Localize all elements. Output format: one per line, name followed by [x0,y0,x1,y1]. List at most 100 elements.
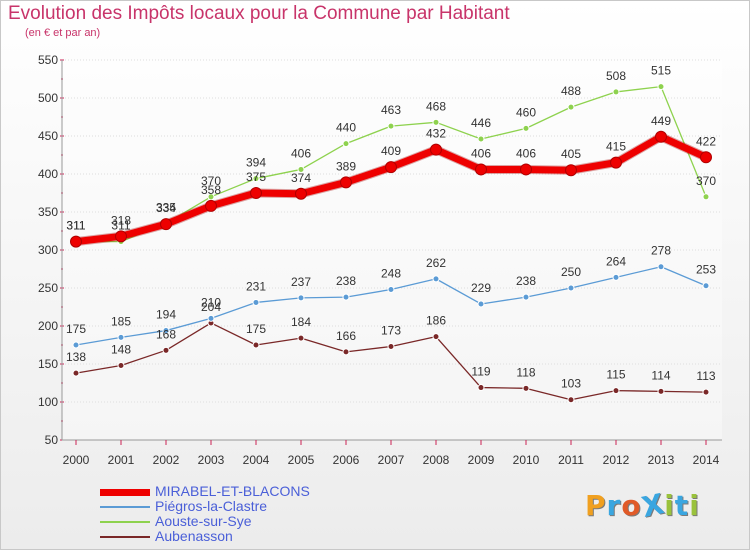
data-label: 508 [606,69,626,83]
data-label: 184 [291,315,311,329]
data-point [252,341,260,349]
data-point [522,293,530,301]
data-point [385,161,397,174]
brand-letter: X [638,487,668,524]
data-point [522,384,530,392]
data-point [612,273,620,281]
data-point [657,387,665,395]
data-label: 210 [201,295,221,309]
data-point [477,135,485,143]
data-point [700,151,712,164]
data-point [252,298,260,306]
data-label: 318 [111,213,131,227]
data-label: 231 [246,279,266,293]
data-point [567,284,575,292]
legend-label: MIRABEL-ET-BLACONS [155,483,310,499]
x-tick-label: 2006 [333,453,360,467]
data-label: 194 [156,308,176,322]
data-point [432,333,440,341]
data-label: 185 [111,314,131,328]
data-point [297,294,305,302]
data-label: 113 [696,369,715,383]
data-point [657,83,665,91]
data-point [567,103,575,111]
data-label: 119 [471,365,490,379]
data-label: 394 [246,156,266,170]
data-label: 422 [696,134,716,148]
data-label: 175 [246,322,266,336]
data-point [207,193,215,201]
data-point [115,230,127,243]
data-point [432,118,440,126]
chart-title: Evolution des Impôts locaux pour la Comm… [8,3,510,24]
brand-letter: o [621,489,642,522]
data-label: 262 [426,256,446,270]
data-label: 515 [651,64,671,78]
data-label: 115 [606,368,625,382]
x-tick-label: 2002 [153,453,180,467]
data-point [252,175,260,183]
x-tick-label: 2012 [603,453,630,467]
data-point [207,314,215,322]
data-label: 138 [66,350,86,364]
x-tick-label: 2014 [693,453,720,467]
legend-swatch [100,506,150,508]
brand-letter: P [585,489,607,522]
data-point [117,333,125,341]
x-tick-label: 2011 [558,453,584,467]
data-point [160,218,172,231]
data-point [612,387,620,395]
brand-logo: ProXiti [585,487,700,524]
data-point [162,346,170,354]
data-label: 311 [66,219,85,233]
x-tick-label: 2007 [378,453,405,467]
x-tick-label: 2000 [63,453,90,467]
data-point [205,199,217,212]
data-point [567,396,575,404]
data-label: 250 [561,265,581,279]
y-tick-label: 250 [38,281,58,295]
legend-swatch [100,488,150,496]
data-point [342,348,350,356]
x-tick-label: 2009 [468,453,495,467]
data-label: 449 [651,114,671,128]
data-point [432,275,440,283]
data-label: 334 [156,201,176,215]
data-point [430,143,442,156]
x-tick-label: 2005 [288,453,315,467]
data-label: 118 [516,365,535,379]
y-tick-label: 450 [38,129,58,143]
data-point [295,187,307,200]
data-label: 311 [111,219,130,233]
data-label: 335 [156,200,176,214]
data-label: 238 [516,274,536,288]
y-tick-label: 550 [38,53,58,67]
data-label: 370 [696,174,716,188]
data-label: 468 [426,99,446,113]
data-label: 173 [381,324,401,338]
data-label: 103 [561,377,581,391]
data-label: 375 [246,170,266,184]
data-label: 389 [336,159,356,173]
data-point [72,341,80,349]
data-point [70,235,82,248]
data-label: 370 [201,174,221,188]
data-point [297,334,305,342]
data-point [340,176,352,189]
data-point [702,193,710,201]
data-label: 311 [66,219,85,233]
data-label: 237 [291,275,311,289]
data-point [655,130,667,143]
data-label: 186 [426,314,446,328]
y-tick-label: 100 [38,395,58,409]
data-point [342,293,350,301]
brand-letter: i [664,489,675,522]
y-tick-label: 150 [38,357,58,371]
data-label: 406 [291,146,311,160]
data-label: 446 [471,116,491,130]
data-label: 405 [561,147,581,161]
data-point [477,300,485,308]
data-label: 406 [516,146,536,160]
data-point [702,282,710,290]
